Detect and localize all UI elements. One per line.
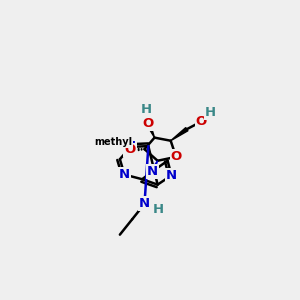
Text: O: O [124,143,136,157]
Text: N: N [119,168,130,181]
Polygon shape [171,128,188,141]
Text: O: O [143,117,154,130]
Text: H: H [205,106,216,119]
Text: H: H [140,103,152,116]
Polygon shape [147,123,154,138]
Polygon shape [151,161,158,172]
Text: O: O [196,115,207,128]
Text: N: N [125,140,136,153]
Text: N: N [166,169,177,182]
Text: N: N [147,165,158,178]
Text: O: O [170,150,182,164]
Text: methyl: methyl [94,137,133,147]
Text: H: H [153,203,164,216]
Text: N: N [139,197,150,210]
